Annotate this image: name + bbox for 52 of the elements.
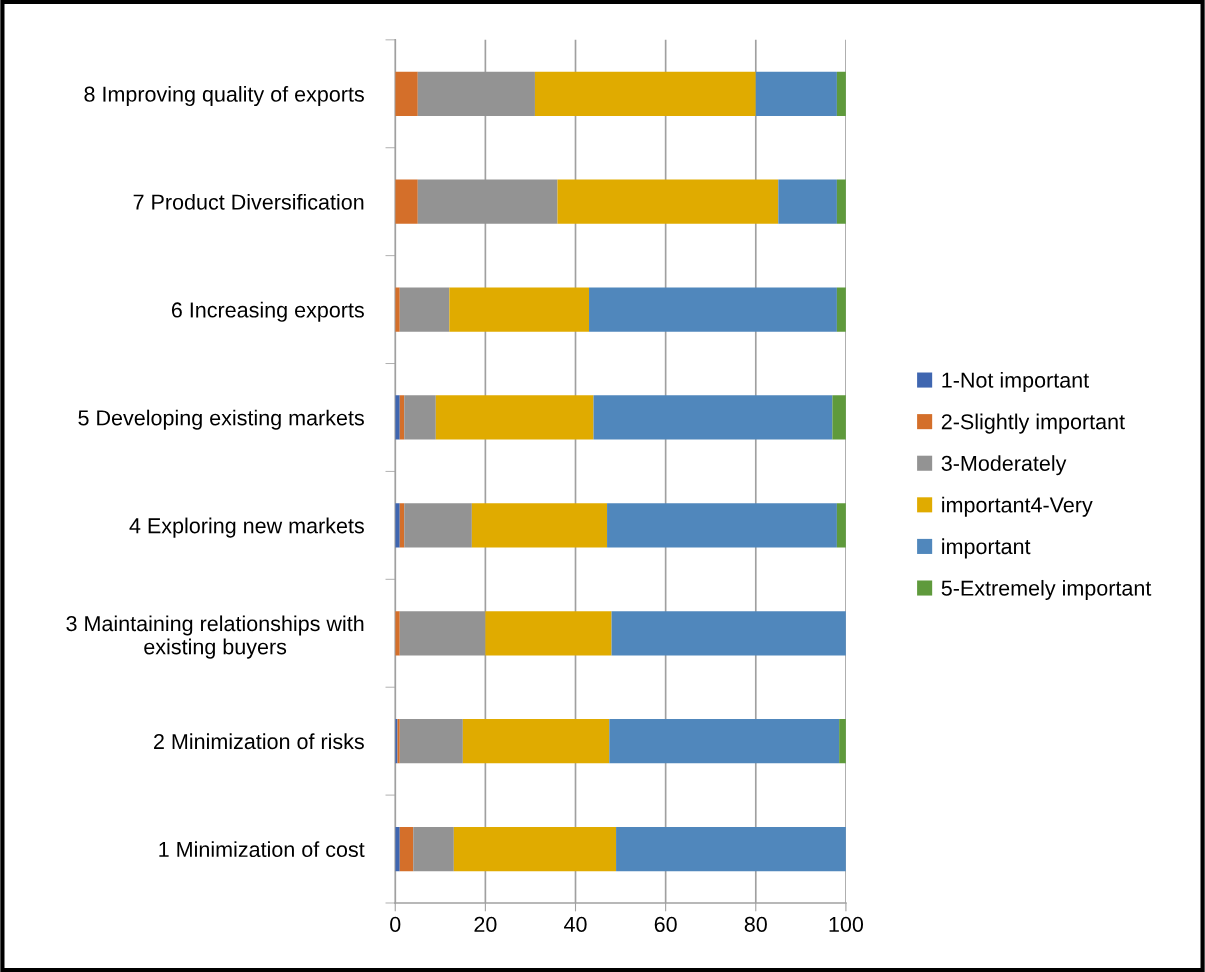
- legend-label: 5-Extremely important: [941, 579, 1152, 601]
- x-tick-label: 100: [829, 916, 864, 932]
- bar: [589, 287, 837, 332]
- y-tick-label: 7 Product Diversification: [133, 193, 364, 210]
- bar: [611, 611, 846, 656]
- bar: [836, 287, 846, 332]
- bar: [395, 179, 418, 224]
- bar: [395, 395, 400, 440]
- bar: [399, 287, 450, 332]
- y-tick-label: 8 Improving quality of exports: [84, 86, 364, 107]
- bar: [413, 826, 454, 872]
- bar: [399, 826, 414, 872]
- bar: [609, 719, 840, 764]
- legend-label: 3-Moderately: [941, 455, 1067, 476]
- x-tick-label: 80: [744, 916, 767, 932]
- y-tick-label: 6 Increasing exports: [171, 301, 364, 322]
- y-tick-label: 2 Minimization of risks: [154, 733, 364, 750]
- bar: [832, 395, 846, 440]
- bar: [399, 719, 463, 764]
- bar: [534, 71, 756, 116]
- y-tick-label: 5 Developing existing markets: [78, 409, 364, 430]
- bar: [557, 179, 779, 224]
- bar: [449, 287, 590, 332]
- bar: [404, 503, 472, 548]
- bar: [593, 395, 833, 440]
- legend-label: important: [942, 538, 1031, 559]
- bar: [395, 71, 418, 116]
- y-tick-label: 4 Exploring new markets: [129, 517, 364, 538]
- x-tick-label: 40: [564, 916, 587, 932]
- legend-label: 1-Not important: [942, 371, 1089, 393]
- bar: [417, 179, 558, 224]
- legend-label: important4-Very: [942, 496, 1093, 517]
- bar: [395, 287, 400, 332]
- bar: [399, 611, 486, 656]
- bar: [417, 71, 535, 116]
- bar: [607, 503, 837, 548]
- x-tick-label: 0: [390, 916, 401, 932]
- legend-label: 2-Slightly important: [941, 413, 1125, 434]
- bar: [435, 395, 594, 440]
- bar: [471, 503, 608, 548]
- bar: [778, 179, 837, 224]
- bar: [616, 826, 846, 872]
- bar: [404, 395, 436, 440]
- bar: [485, 611, 612, 656]
- bar: [462, 719, 610, 764]
- bar: [399, 395, 405, 440]
- x-tick-label: 20: [474, 916, 497, 932]
- bar: [453, 826, 617, 872]
- x-tick-label: 60: [654, 916, 677, 932]
- bar: [755, 71, 837, 116]
- y-tick-label: 3 Maintaining relationships with existing buyers: [66, 615, 364, 659]
- y-tick-label: 1 Minimization of cost: [159, 841, 365, 858]
